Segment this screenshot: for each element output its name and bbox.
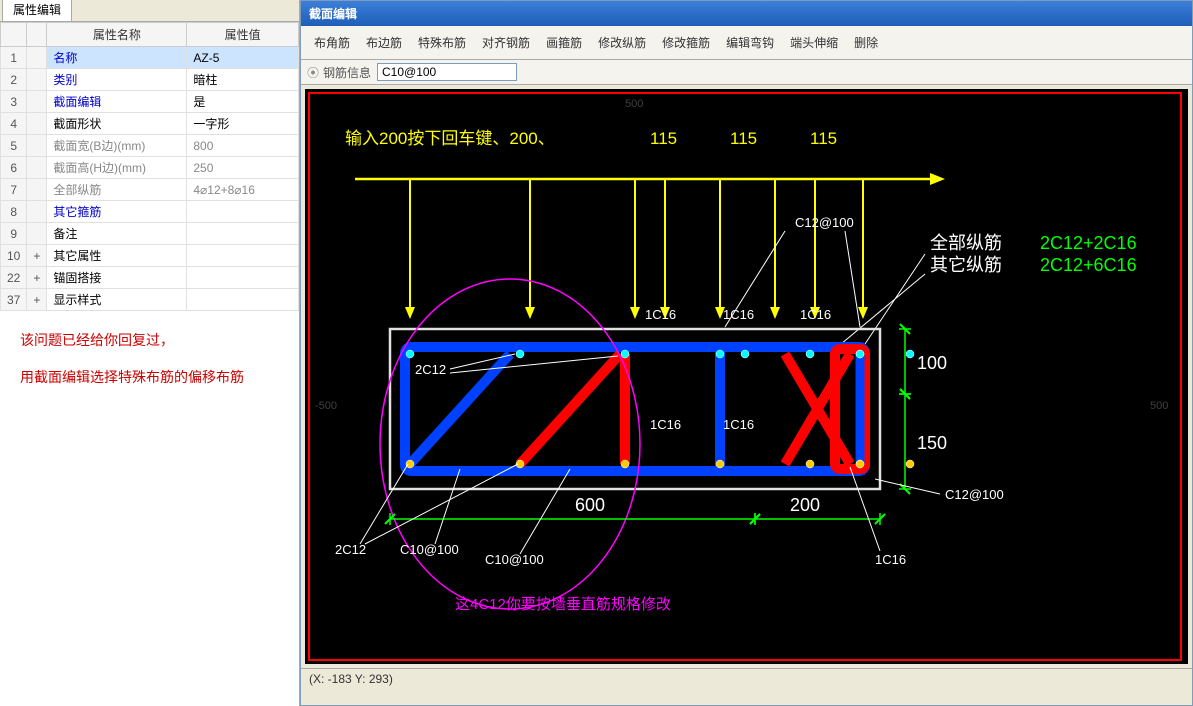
header-value: 属性值: [187, 23, 299, 47]
svg-text:150: 150: [917, 433, 947, 453]
svg-text:2C12: 2C12: [335, 542, 366, 557]
tool-删除[interactable]: 删除: [847, 30, 885, 55]
svg-text:这4C12你要按墙垂直筋规格修改: 这4C12你要按墙垂直筋规格修改: [455, 596, 671, 613]
property-row[interactable]: 37 + 显示样式: [1, 289, 299, 311]
tool-布边筋[interactable]: 布边筋: [359, 30, 409, 55]
section-editor-window: 截面编辑 布角筋布边筋特殊布筋对齐钢筋画箍筋修改纵筋修改箍筋编辑弯钩端头伸缩删除…: [300, 0, 1193, 706]
property-row[interactable]: 10 + 其它属性: [1, 245, 299, 267]
expand-icon: [27, 179, 47, 201]
expand-icon[interactable]: +: [27, 267, 47, 289]
svg-text:C10@100: C10@100: [485, 552, 544, 567]
expand-icon[interactable]: +: [27, 289, 47, 311]
svg-text:115: 115: [650, 129, 677, 148]
annotation-note: 该问题已经给你回复过， 用截面编辑选择特殊布筋的偏移布筋: [0, 311, 299, 406]
property-row[interactable]: 9 备注: [1, 223, 299, 245]
svg-text:C10@100: C10@100: [400, 542, 459, 557]
tab-property-edit[interactable]: 属性编辑: [2, 0, 72, 21]
svg-text:1C16: 1C16: [875, 552, 906, 567]
property-panel: 属性编辑 属性名称 属性值 1 名称 AZ-52 类别 暗柱3 截面编辑 是4 …: [0, 0, 300, 706]
tool-对齐钢筋[interactable]: 对齐钢筋: [475, 30, 537, 55]
svg-text:输入200按下回车键、200、: 输入200按下回车键、200、: [345, 129, 555, 148]
tool-画箍筋[interactable]: 画箍筋: [539, 30, 589, 55]
property-row[interactable]: 6 截面高(H边)(mm) 250: [1, 157, 299, 179]
expand-icon: [27, 201, 47, 223]
property-table: 属性名称 属性值 1 名称 AZ-52 类别 暗柱3 截面编辑 是4 截面形状 …: [0, 22, 299, 311]
svg-text:其它纵筋: 其它纵筋: [930, 255, 1002, 275]
property-row[interactable]: 22 + 锚固搭接: [1, 267, 299, 289]
svg-text:115: 115: [810, 129, 837, 148]
svg-text:C12@100: C12@100: [795, 215, 854, 230]
info-label: 钢筋信息: [323, 64, 371, 81]
svg-text:500: 500: [1150, 400, 1168, 412]
tool-编辑弯钩[interactable]: 编辑弯钩: [719, 30, 781, 55]
svg-text:200: 200: [790, 495, 820, 515]
tab-bar: 属性编辑: [0, 0, 299, 22]
expand-icon: [27, 47, 47, 69]
expand-icon: [27, 91, 47, 113]
svg-text:C12@100: C12@100: [945, 487, 1004, 502]
rebar-info-input[interactable]: [377, 63, 517, 81]
property-row[interactable]: 5 截面宽(B边)(mm) 800: [1, 135, 299, 157]
svg-text:-500: -500: [315, 400, 337, 412]
tool-修改纵筋[interactable]: 修改纵筋: [591, 30, 653, 55]
tool-端头伸缩[interactable]: 端头伸缩: [783, 30, 845, 55]
svg-text:全部纵筋: 全部纵筋: [930, 233, 1002, 253]
property-row[interactable]: 3 截面编辑 是: [1, 91, 299, 113]
svg-text:115: 115: [730, 129, 757, 148]
svg-text:2C12+2C16: 2C12+2C16: [1040, 233, 1137, 253]
tool-修改箍筋[interactable]: 修改箍筋: [655, 30, 717, 55]
property-row[interactable]: 4 截面形状 一字形: [1, 113, 299, 135]
svg-text:2C12: 2C12: [415, 362, 446, 377]
toolbar: 布角筋布边筋特殊布筋对齐钢筋画箍筋修改纵筋修改箍筋编辑弯钩端头伸缩删除: [301, 26, 1192, 60]
info-bar: ⦿ 钢筋信息: [301, 60, 1192, 85]
status-bar: (X: -183 Y: 293): [301, 668, 1192, 689]
expand-icon: [27, 157, 47, 179]
svg-text:1C16: 1C16: [645, 307, 676, 322]
svg-text:2C12+6C16: 2C12+6C16: [1040, 255, 1137, 275]
svg-text:500: 500: [625, 98, 643, 110]
svg-text:1C16: 1C16: [723, 417, 754, 432]
drawing-canvas[interactable]: 500 -500 500 输入200按下回车键、200、 115 115 115 C12@10…: [305, 89, 1188, 664]
tool-特殊布筋[interactable]: 特殊布筋: [411, 30, 473, 55]
property-row[interactable]: 2 类别 暗柱: [1, 69, 299, 91]
tool-布角筋[interactable]: 布角筋: [307, 30, 357, 55]
property-row[interactable]: 1 名称 AZ-5: [1, 47, 299, 69]
svg-text:600: 600: [575, 495, 605, 515]
svg-text:1C16: 1C16: [800, 307, 831, 322]
property-row[interactable]: 7 全部纵筋 4⌀12+8⌀16: [1, 179, 299, 201]
expand-icon: [27, 69, 47, 91]
property-row[interactable]: 8 其它箍筋: [1, 201, 299, 223]
window-title: 截面编辑: [301, 1, 1192, 26]
svg-text:100: 100: [917, 353, 947, 373]
header-name: 属性名称: [47, 23, 187, 47]
svg-text:1C16: 1C16: [723, 307, 754, 322]
expand-icon: [27, 135, 47, 157]
expand-icon: [27, 113, 47, 135]
expand-icon[interactable]: +: [27, 245, 47, 267]
expand-icon: [27, 223, 47, 245]
svg-text:1C16: 1C16: [650, 417, 681, 432]
